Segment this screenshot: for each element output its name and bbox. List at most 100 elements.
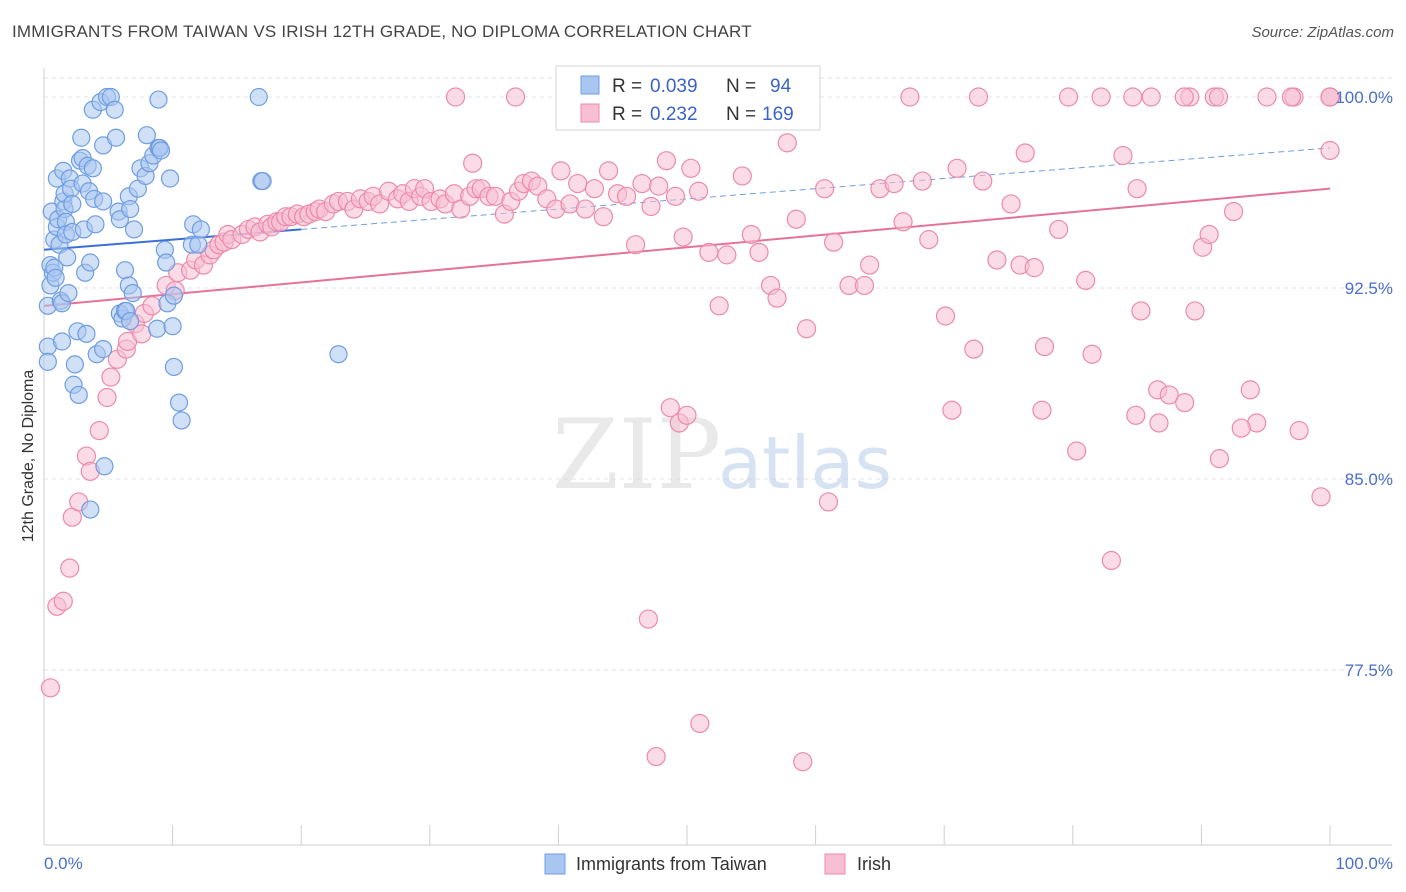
point-irish	[709, 296, 729, 316]
point-irish	[142, 296, 162, 316]
stats-r-value-irish: 0.232	[650, 104, 698, 125]
point-irish	[616, 186, 637, 206]
stats-r-label-taiwan: R =	[612, 76, 642, 97]
point-irish	[893, 212, 913, 232]
point-taiwan	[59, 283, 78, 303]
point-irish	[793, 752, 813, 772]
point-irish	[1320, 140, 1340, 161]
point-taiwan	[81, 500, 100, 519]
point-taiwan	[94, 340, 113, 359]
point-irish	[646, 746, 666, 767]
point-irish	[1113, 145, 1133, 166]
point-irish	[632, 173, 652, 194]
point-irish	[1024, 258, 1044, 278]
point-taiwan	[46, 268, 65, 287]
grid-lines	[44, 77, 1392, 671]
point-taiwan	[160, 169, 180, 188]
point-taiwan	[38, 352, 57, 371]
point-irish	[935, 306, 956, 326]
point-irish	[593, 207, 614, 227]
point-irish	[1101, 550, 1121, 571]
point-taiwan	[83, 159, 102, 178]
point-irish	[89, 421, 109, 441]
point-taiwan	[52, 332, 72, 351]
point-taiwan	[149, 90, 168, 109]
point-taiwan	[169, 393, 189, 412]
point-irish	[987, 250, 1007, 270]
point-irish	[767, 288, 787, 308]
point-irish	[1141, 87, 1161, 107]
stats-swatch-irish	[580, 103, 600, 123]
point-taiwan	[164, 286, 183, 305]
point-taiwan	[249, 87, 268, 107]
point-irish	[665, 186, 686, 206]
point-irish	[1185, 301, 1205, 321]
legend-label-taiwan: Immigrants from Taiwan	[576, 854, 767, 874]
point-irish	[815, 179, 835, 199]
stats-n-label-irish: N =	[726, 104, 756, 125]
stats-r-label-irish: R =	[612, 104, 642, 125]
point-irish	[688, 181, 709, 201]
point-irish	[690, 713, 710, 734]
point-irish	[1126, 405, 1146, 425]
point-irish	[1131, 301, 1151, 321]
point-irish	[53, 591, 73, 611]
y-tick-label: 85.0%	[1345, 470, 1393, 489]
point-irish	[445, 87, 466, 107]
point-irish	[1208, 87, 1229, 107]
point-irish	[1289, 421, 1309, 441]
point-irish	[1257, 87, 1277, 107]
point-irish	[818, 492, 839, 512]
point-irish	[1032, 400, 1052, 420]
point-irish	[1123, 87, 1143, 107]
trend-line-irish	[43, 187, 1331, 307]
point-taiwan	[115, 261, 135, 280]
point-irish	[575, 199, 596, 219]
point-irish	[1082, 344, 1102, 364]
chart-title: IMMIGRANTS FROM TAIWAN VS IRISH 12TH GRA…	[12, 22, 752, 41]
point-taiwan	[329, 345, 348, 364]
point-taiwan	[86, 215, 105, 234]
point-irish	[942, 400, 962, 420]
point-irish	[1223, 202, 1244, 222]
point-irish	[101, 367, 121, 387]
point-irish	[584, 179, 605, 199]
stats-r-value-taiwan: 0.039	[650, 76, 698, 97]
point-irish	[1159, 385, 1179, 405]
legend-label-irish: Irish	[857, 854, 891, 874]
point-irish	[777, 133, 797, 153]
point-irish	[741, 224, 761, 245]
point-irish	[60, 558, 80, 578]
point-irish	[1127, 179, 1147, 199]
point-irish	[1281, 87, 1302, 107]
point-irish	[749, 242, 769, 262]
point-irish	[625, 235, 646, 255]
y-tick-labels: 77.5% 85.0% 92.5% 100.0%	[1335, 88, 1393, 680]
point-taiwan	[65, 355, 84, 374]
point-irish	[641, 196, 661, 217]
point-irish	[1311, 487, 1331, 507]
point-irish	[717, 245, 737, 265]
point-irish	[1049, 219, 1069, 240]
point-irish	[97, 387, 117, 408]
point-taiwan	[172, 411, 191, 430]
point-irish	[964, 339, 984, 359]
point-irish	[677, 405, 697, 425]
y-tick-label: 100.0%	[1335, 88, 1393, 107]
axes	[43, 68, 1392, 846]
y-tick-label: 77.5%	[1345, 661, 1393, 680]
point-irish	[900, 87, 920, 107]
legend-swatch-taiwan	[544, 853, 566, 875]
chart-source: Source: ZipAtlas.com	[1251, 24, 1394, 41]
point-taiwan	[105, 100, 124, 119]
point-taiwan	[137, 126, 156, 145]
legend: Immigrants from Taiwan Irish	[544, 853, 891, 875]
data-points	[38, 87, 1340, 772]
point-taiwan	[253, 171, 272, 191]
point-irish	[1034, 336, 1055, 357]
point-taiwan	[124, 220, 144, 239]
point-irish	[732, 166, 752, 186]
point-irish	[1320, 87, 1340, 107]
point-irish	[656, 151, 677, 171]
